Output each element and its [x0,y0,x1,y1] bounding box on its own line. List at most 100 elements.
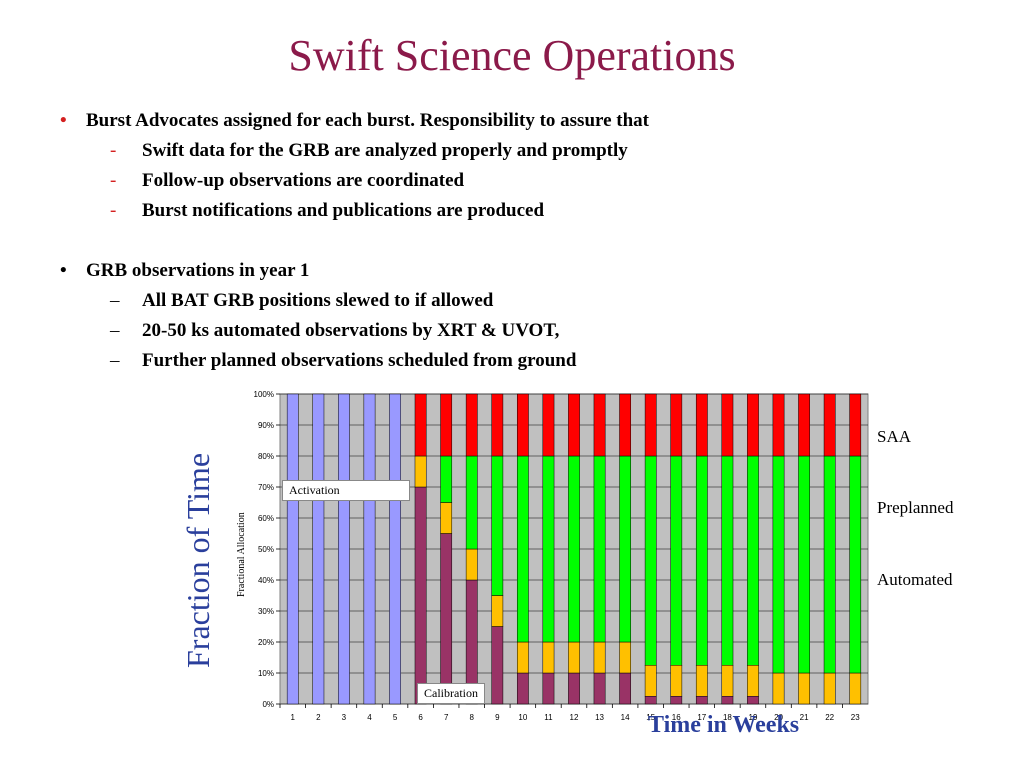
bar-segment [823,455,836,674]
sub-bullet-text: All BAT GRB positions slewed to if allow… [142,290,494,311]
sub-bullet-marker: - [110,140,117,161]
bullet-item: • Burst Advocates assigned for each burs… [60,106,960,136]
bar-segment [568,641,580,674]
bar-segment [542,672,555,705]
bar-segment [516,455,529,643]
bar-segment [798,455,810,674]
bar-segment [619,455,632,643]
bar-segment [747,455,759,666]
bar-segment [465,455,478,550]
x-tick-label: 21 [800,713,809,722]
bar-segment [491,393,504,457]
bullet-list: • Burst Advocates assigned for each burs… [60,106,960,376]
y-tick-label: 100% [254,390,274,399]
bar-segment [721,696,734,705]
y-tick-label: 80% [258,452,274,461]
sub-bullet-item: - Burst notifications and publications a… [60,196,960,226]
bar-segment [593,393,606,457]
bar-segment [568,672,580,705]
bar-segment [516,641,529,674]
bar-segment [491,595,504,627]
sub-bullet-marker: – [110,350,120,371]
bar-segment [695,696,708,705]
x-tick-label: 13 [595,713,604,722]
x-tick-label: 17 [697,713,706,722]
y-tick-label: 10% [258,669,274,678]
sub-bullet-item: - Follow-up observations are coordinated [60,166,960,196]
bar-segment [593,641,606,674]
annotation-calibration: Calibration [417,683,485,704]
bar-segment [568,393,580,457]
legend-preplanned: Preplanned [877,498,954,517]
bullet-marker: • [60,260,67,281]
y-tick-label: 50% [258,545,274,554]
sub-bullet-text: Swift data for the GRB are analyzed prop… [142,140,628,161]
bar-segment [670,665,683,697]
bar-segment [721,393,734,457]
bar-segment [440,393,453,457]
bar-segment [363,393,376,705]
x-tick-label: 10 [518,713,527,722]
x-tick-label: 16 [672,713,681,722]
y-tick-label: 90% [258,421,274,430]
bar-segment [644,696,657,705]
x-tick-label: 12 [570,713,579,722]
bar-segment [695,393,708,457]
bar-segment [670,455,683,666]
x-tick-label: 11 [544,713,553,722]
x-tick-label: 19 [749,713,758,722]
x-tick-label: 8 [470,713,475,722]
bar-segment [593,672,606,705]
bar-segment [670,696,683,705]
legend-automated: Automated [877,570,953,589]
bar-segment [286,393,299,705]
sub-bullet-text: 20-50 ks automated observations by XRT &… [142,320,560,341]
bar-segment [644,393,657,457]
bar-segment [568,455,580,643]
bullet-text: Burst Advocates assigned for each burst.… [86,110,650,131]
x-tick-label: 6 [418,713,423,722]
bar-segment [721,455,734,666]
bullet-item: • GRB observations in year 1 [60,256,960,286]
bar-segment [414,455,427,488]
sub-bullet-item: – 20-50 ks automated observations by XRT… [60,316,960,346]
stacked-bar-chart: 0% 10% 20% 30% 40% 50% 60% 70% 80% 90% 100% 1 2 3 4 5 6 7… [230,385,880,730]
bar-segment [772,393,785,457]
x-axis-label: Time in Weeks [648,712,800,738]
x-tick-label: 3 [342,713,347,722]
bar-segment [798,393,810,457]
sub-bullet-marker: – [110,320,120,341]
x-tick-label: 9 [495,713,500,722]
x-tick-label: 4 [367,713,372,722]
bar-segment [772,455,785,674]
y-tick-label: 0% [262,700,274,709]
bar-segment [542,641,555,674]
x-tick-label: 14 [621,713,630,722]
sub-bullet-marker: – [110,290,120,311]
sub-bullet-text: Follow-up observations are coordinated [142,170,465,191]
x-tick-label: 18 [723,713,732,722]
bar-segment [619,672,632,705]
slide-title: Swift Science Operations [288,31,736,80]
bar-segment [516,672,529,705]
x-tick-label: 22 [825,713,834,722]
bar-segment [491,626,504,705]
sub-bullet-item: – Further planned observations scheduled… [60,346,960,376]
x-tick-label: 20 [774,713,783,722]
bar-segment [312,393,325,705]
bar-segment [542,455,555,643]
bar-segment [823,672,836,705]
bar-segment [465,393,478,457]
bar-segment [670,393,683,457]
bar-segment [747,393,759,457]
bar-segment [440,455,453,503]
x-tick-label: 5 [393,713,398,722]
sub-bullet-marker: - [110,170,117,191]
y-axis-label: Fraction of Time [180,452,216,668]
bar-segment [619,641,632,674]
y-tick-label: 30% [258,607,274,616]
bar-segment [414,393,427,457]
y-tick-label: 40% [258,576,274,585]
legend-saa: SAA [877,427,912,446]
x-tick-label: 1 [291,713,296,722]
